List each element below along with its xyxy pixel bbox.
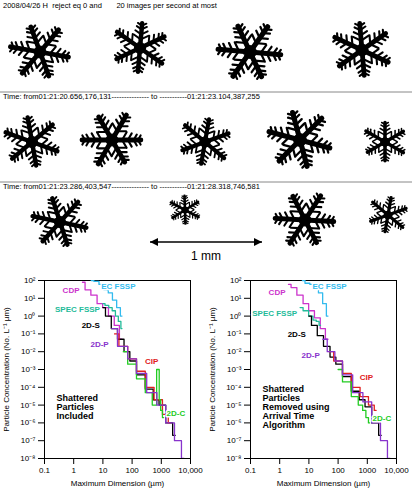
svg-text:10⁻⁸: 10⁻⁸ [20,454,35,463]
svg-text:ShatteredParticlesRemoved usin: ShatteredParticlesRemoved usingArrival T… [263,384,330,430]
svg-text:CIP: CIP [145,357,159,366]
svg-text:10⁻²: 10⁻² [21,347,36,356]
svg-text:10: 10 [304,466,313,475]
svg-text:EC FSSP: EC FSSP [101,282,136,291]
svg-text:10,000: 10,000 [384,466,409,475]
svg-text:Particle Concentration (No. L⁻: Particle Concentration (No. L⁻¹ µm) [208,307,217,432]
svg-text:10⁻⁶: 10⁻⁶ [20,418,35,427]
svg-text:2008/04/26 H reject eq 0 and: 2008/04/26 H reject eq 0 and 20 images p… [3,1,218,10]
svg-text:1 mm: 1 mm [191,249,221,263]
svg-text:10⁻⁵: 10⁻⁵ [20,401,35,410]
svg-text:10⁰: 10⁰ [230,312,242,321]
svg-text:SPEC FSSP: SPEC FSSP [55,305,101,314]
svg-text:10⁻²: 10⁻² [227,347,242,356]
svg-text:1: 1 [277,466,282,475]
svg-text:0.1: 0.1 [39,466,51,475]
svg-text:EC FSSP: EC FSSP [312,282,347,291]
svg-text:1000: 1000 [152,466,170,475]
svg-text:10¹: 10¹ [230,294,242,303]
svg-text:100: 100 [331,466,345,475]
svg-text:10,000: 10,000 [178,466,203,475]
svg-text:10⁻⁵: 10⁻⁵ [226,401,241,410]
svg-text:10¹: 10¹ [24,294,36,303]
svg-text:10⁻⁴: 10⁻⁴ [226,383,242,392]
svg-text:10: 10 [98,466,107,475]
svg-text:10²: 10² [230,276,242,285]
svg-text:ShatteredParticlesIncluded: ShatteredParticlesIncluded [57,393,99,421]
svg-text:Maximum Dimension (µm): Maximum Dimension (µm) [71,479,165,488]
svg-text:SPEC FSSP: SPEC FSSP [252,309,298,318]
svg-text:Particle Concentration (No. L⁻: Particle Concentration (No. L⁻¹ µm) [2,307,11,432]
svg-text:10⁻⁸: 10⁻⁸ [226,454,241,463]
svg-text:2D-P: 2D-P [302,351,321,360]
svg-text:2D-P: 2D-P [90,340,109,349]
svg-text:1000: 1000 [358,466,376,475]
svg-text:Maximum Dimension (µm): Maximum Dimension (µm) [277,479,371,488]
svg-text:CIP: CIP [360,373,374,382]
svg-text:CDP: CDP [269,288,287,297]
svg-text:10⁻⁷: 10⁻⁷ [227,436,242,445]
svg-text:10⁻³: 10⁻³ [227,365,242,374]
svg-text:0.1: 0.1 [245,466,257,475]
svg-text:CDP: CDP [63,286,81,295]
svg-text:10⁻⁴: 10⁻⁴ [20,383,36,392]
svg-text:Time: from01:21:20.656,176,131: Time: from01:21:20.656,176,131----------… [3,92,260,101]
svg-text:10⁻¹: 10⁻¹ [227,329,242,338]
svg-text:100: 100 [125,466,139,475]
svg-text:10⁻⁶: 10⁻⁶ [226,418,241,427]
svg-text:10⁻⁷: 10⁻⁷ [21,436,36,445]
svg-text:10⁻¹: 10⁻¹ [21,329,36,338]
svg-text:10⁻³: 10⁻³ [21,365,36,374]
svg-text:2D-C: 2D-C [373,414,392,423]
svg-text:10⁰: 10⁰ [24,312,36,321]
svg-text:10²: 10² [24,276,36,285]
svg-text:1: 1 [71,466,76,475]
svg-text:Time: from01:21:23.286,403,547: Time: from01:21:23.286,403,547----------… [3,182,260,191]
svg-text:2D-S: 2D-S [82,321,101,330]
svg-text:2D-S: 2D-S [288,330,307,339]
svg-text:2D-C: 2D-C [167,409,186,418]
